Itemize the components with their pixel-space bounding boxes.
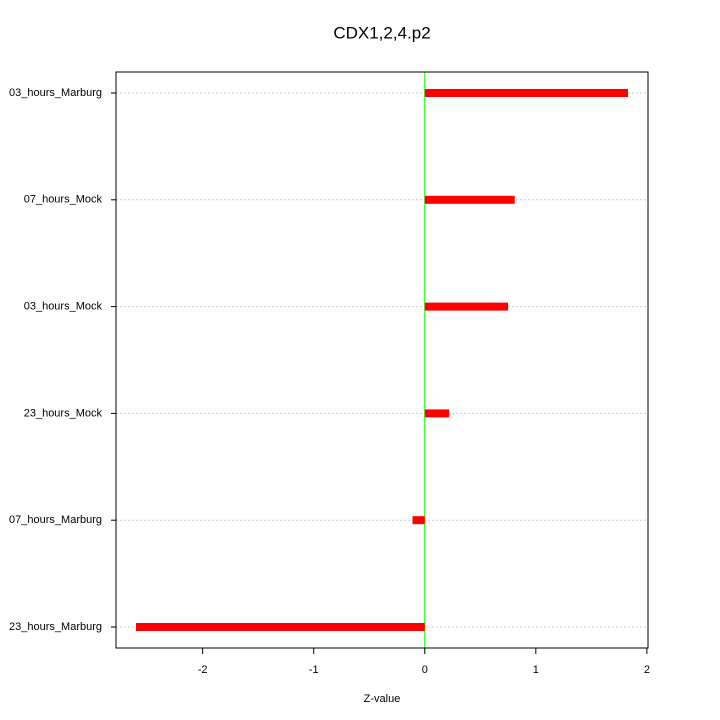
y-tick-label: 23_hours_Marburg (9, 621, 102, 633)
plot-frame (115, 71, 649, 649)
y-tick-label: 23_hours_Mock (24, 407, 103, 419)
x-axis-label: Z-value (364, 693, 401, 705)
x-tick-label: -2 (198, 664, 208, 676)
y-tick-label: 03_hours_Marburg (9, 87, 102, 99)
bar (424, 195, 515, 204)
chart-title: CDX1,2,4.p2 (333, 23, 430, 42)
bar (135, 623, 425, 631)
y-tick-label: 03_hours_Mock (24, 301, 103, 313)
x-tick-label: 1 (533, 664, 539, 676)
x-tick-label: 0 (422, 664, 428, 676)
bar (424, 89, 629, 97)
bar (412, 516, 425, 525)
bar (424, 409, 450, 418)
x-tick-label: 2 (644, 664, 650, 676)
y-tick-label: 07_hours_Mock (24, 194, 103, 206)
bar (424, 302, 509, 311)
x-tick-label: -1 (309, 664, 319, 676)
y-tick-label: 07_hours_Marburg (9, 514, 102, 526)
